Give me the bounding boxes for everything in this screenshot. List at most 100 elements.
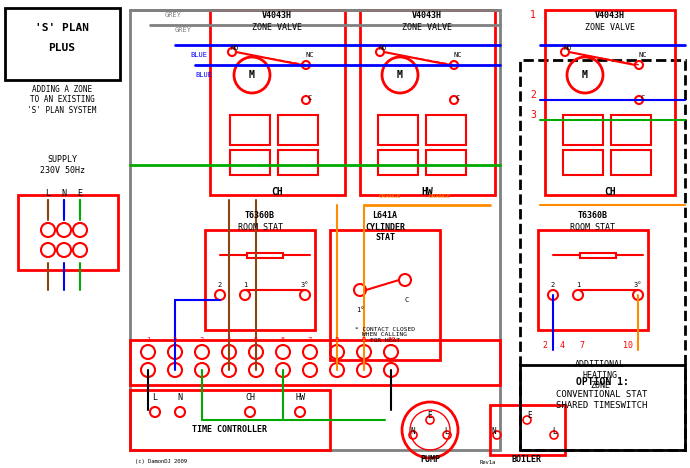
- Text: ADDITIONAL
HEATING
ZONE: ADDITIONAL HEATING ZONE: [575, 360, 625, 390]
- Bar: [205, 230, 315, 330]
- Text: 4: 4: [560, 341, 564, 350]
- Text: L: L: [553, 427, 558, 437]
- Text: 6: 6: [281, 337, 285, 343]
- Text: E: E: [77, 189, 83, 197]
- Text: BOILER: BOILER: [512, 455, 542, 465]
- Bar: [278, 115, 318, 145]
- Text: (c) DamonDJ 2009: (c) DamonDJ 2009: [135, 460, 187, 465]
- Bar: [538, 230, 648, 330]
- Text: 1°: 1°: [356, 307, 364, 313]
- Bar: [18, 195, 118, 270]
- Text: CYLINDER: CYLINDER: [365, 222, 405, 232]
- Text: 2: 2: [218, 282, 222, 288]
- Text: ZONE VALVE: ZONE VALVE: [252, 22, 302, 31]
- Text: NC: NC: [639, 52, 647, 58]
- Text: ROOM STAT: ROOM STAT: [571, 222, 615, 232]
- Text: GREY: GREY: [175, 27, 192, 33]
- Bar: [130, 10, 500, 450]
- Text: 1: 1: [576, 282, 580, 288]
- Bar: [563, 115, 603, 145]
- Text: C: C: [641, 95, 645, 101]
- Text: V4043H: V4043H: [412, 10, 442, 20]
- Text: HW: HW: [421, 187, 433, 197]
- Text: NO: NO: [379, 45, 387, 51]
- Text: ADDING A ZONE
TO AN EXISTING
'S' PLAN SYSTEM: ADDING A ZONE TO AN EXISTING 'S' PLAN SY…: [28, 85, 97, 115]
- Bar: [5, 8, 120, 80]
- Text: N: N: [492, 427, 497, 437]
- Text: V4043H: V4043H: [595, 10, 625, 20]
- Text: NO: NO: [564, 45, 572, 51]
- Text: CH: CH: [604, 187, 616, 197]
- Text: 7: 7: [308, 337, 312, 343]
- Text: C: C: [405, 297, 409, 303]
- Text: 1: 1: [146, 337, 150, 343]
- Text: L: L: [46, 189, 50, 197]
- Bar: [378, 115, 418, 145]
- Text: NC: NC: [306, 52, 314, 58]
- Text: 10: 10: [623, 341, 633, 350]
- Text: CONVENTIONAL STAT
SHARED TIMESWITCH: CONVENTIONAL STAT SHARED TIMESWITCH: [556, 390, 648, 410]
- Text: 1: 1: [530, 10, 536, 20]
- Text: ORANGE: ORANGE: [379, 195, 402, 199]
- Bar: [360, 10, 495, 195]
- Text: 5: 5: [254, 337, 258, 343]
- Bar: [563, 150, 603, 175]
- Text: 10: 10: [387, 337, 395, 343]
- Text: ZONE VALVE: ZONE VALVE: [402, 22, 452, 31]
- Text: PLUS: PLUS: [48, 43, 75, 53]
- Text: 2: 2: [542, 341, 547, 350]
- Text: C: C: [456, 95, 460, 101]
- Text: V4043H: V4043H: [262, 10, 292, 20]
- Text: PUMP: PUMP: [420, 455, 440, 465]
- Text: STAT: STAT: [375, 233, 395, 241]
- Text: 2: 2: [551, 282, 555, 288]
- Text: ZONE VALVE: ZONE VALVE: [585, 22, 635, 31]
- Text: BLUE: BLUE: [190, 52, 207, 58]
- Text: * CONTACT CLOSED
WHEN CALLING
FOR HEAT: * CONTACT CLOSED WHEN CALLING FOR HEAT: [355, 327, 415, 344]
- Bar: [520, 365, 685, 450]
- Text: 3: 3: [200, 337, 204, 343]
- Text: 3: 3: [530, 110, 536, 120]
- Bar: [580, 253, 616, 257]
- Text: N: N: [61, 189, 66, 197]
- Bar: [426, 115, 466, 145]
- Bar: [230, 150, 270, 175]
- Text: ORANGE: ORANGE: [428, 195, 451, 199]
- Text: 9: 9: [362, 337, 366, 343]
- Text: N: N: [411, 427, 415, 437]
- Text: Rev1a: Rev1a: [480, 460, 496, 465]
- Text: 2: 2: [173, 337, 177, 343]
- Text: SUPPLY
230V 50Hz: SUPPLY 230V 50Hz: [39, 155, 84, 175]
- Text: 3°: 3°: [633, 282, 642, 288]
- Text: M: M: [249, 70, 255, 80]
- Bar: [278, 150, 318, 175]
- Text: 'S' PLAN: 'S' PLAN: [35, 23, 89, 33]
- Text: E: E: [428, 411, 433, 421]
- Text: L: L: [444, 427, 449, 437]
- Bar: [130, 340, 500, 385]
- Text: 8: 8: [335, 337, 339, 343]
- Bar: [330, 230, 440, 360]
- Text: NC: NC: [454, 52, 462, 58]
- Text: 7: 7: [580, 341, 584, 350]
- Text: CH: CH: [271, 187, 283, 197]
- Bar: [247, 253, 283, 257]
- Bar: [378, 150, 418, 175]
- Bar: [130, 390, 330, 450]
- Bar: [611, 115, 651, 145]
- Text: M: M: [397, 70, 403, 80]
- Text: L: L: [152, 394, 157, 402]
- Text: 1: 1: [243, 282, 247, 288]
- Bar: [545, 10, 675, 195]
- Text: C: C: [308, 95, 312, 101]
- Bar: [230, 115, 270, 145]
- Text: M: M: [582, 70, 588, 80]
- Text: GREY: GREY: [165, 12, 182, 18]
- Bar: [490, 405, 565, 455]
- Text: T6360B: T6360B: [245, 211, 275, 219]
- Text: L641A: L641A: [373, 211, 397, 219]
- Bar: [520, 60, 685, 450]
- Text: 4: 4: [227, 337, 231, 343]
- Text: ROOM STAT: ROOM STAT: [237, 222, 282, 232]
- Text: T6360B: T6360B: [578, 211, 608, 219]
